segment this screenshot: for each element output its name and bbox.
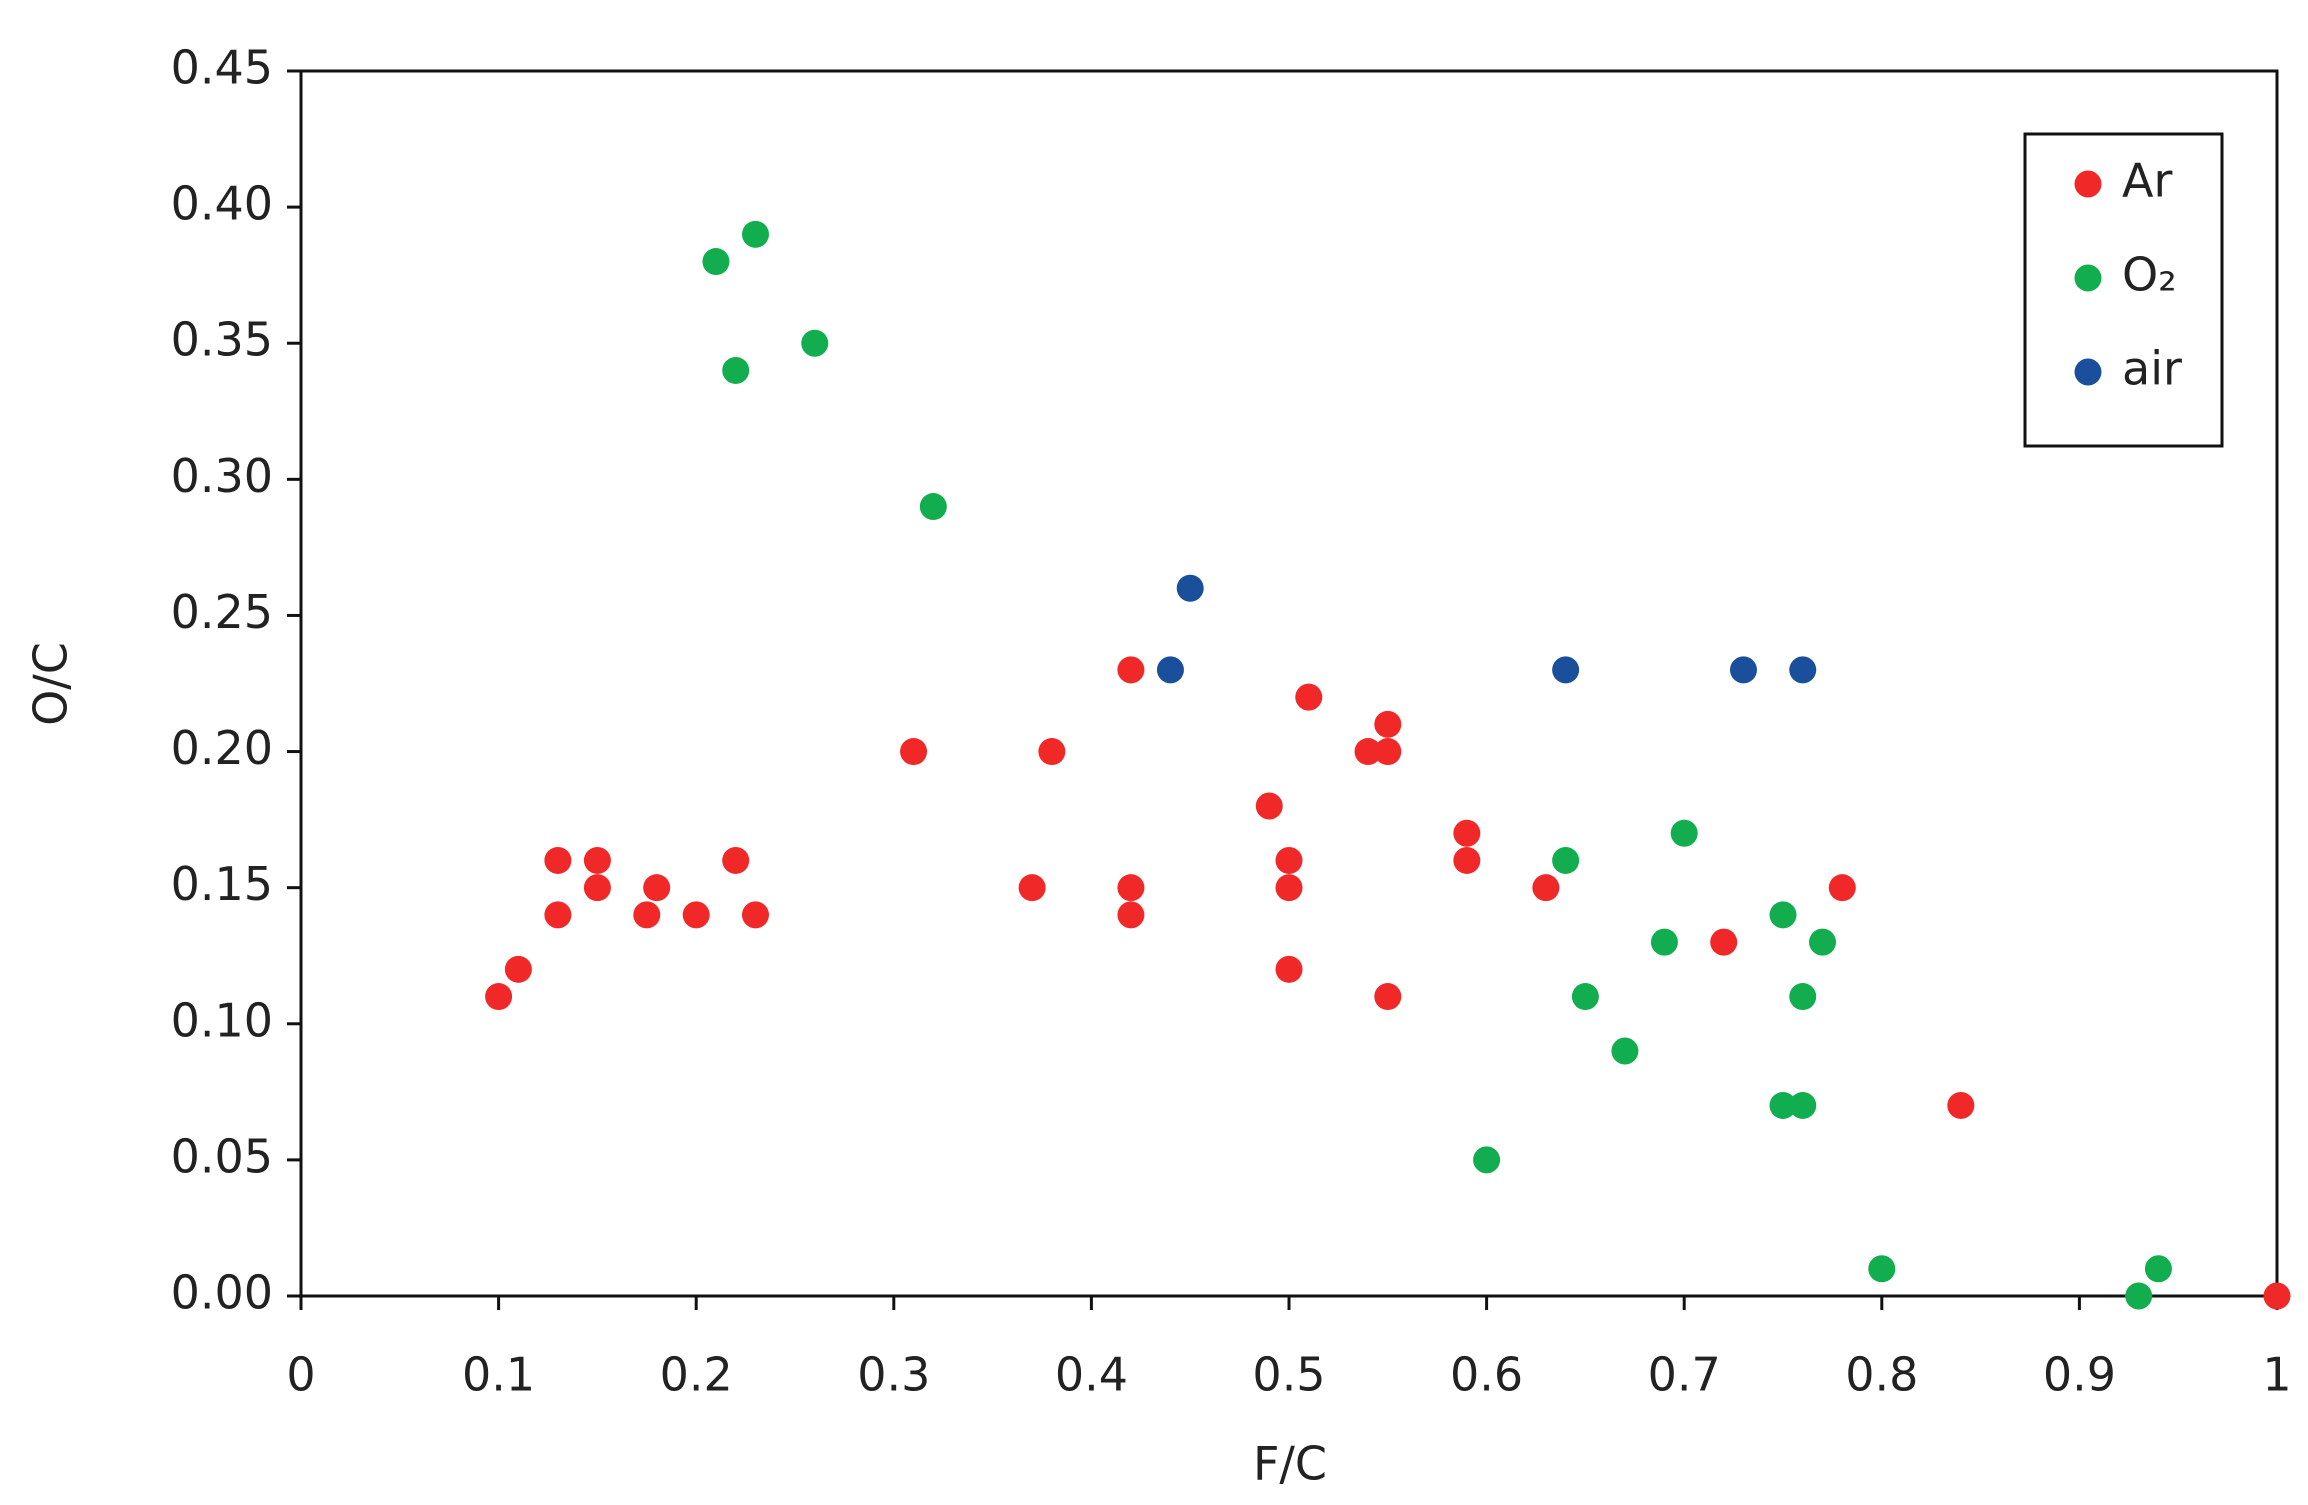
data-point [2263, 1282, 2291, 1310]
x-tick-label: 0.7 [1648, 1348, 1721, 1402]
data-point [741, 901, 769, 929]
legend-label: air [2122, 342, 2182, 396]
data-point [1117, 874, 1145, 902]
data-point [1156, 656, 1184, 684]
data-point [1176, 574, 1204, 602]
data-point [544, 846, 572, 874]
data-point [900, 738, 928, 766]
data-point [1552, 656, 1580, 684]
data-point [1532, 874, 1560, 902]
data-point [1789, 1091, 1817, 1119]
data-point [722, 356, 750, 384]
data-point [741, 220, 769, 248]
data-point [1670, 819, 1698, 847]
legend-box [2023, 132, 2224, 448]
y-tick-label: 0.40 [171, 177, 273, 231]
data-point [1789, 656, 1817, 684]
x-tick-label: 0.6 [1450, 1348, 1523, 1402]
data-point [1374, 983, 1402, 1011]
y-tick-label: 0.20 [171, 721, 273, 775]
data-point [1828, 874, 1856, 902]
data-point [2144, 1255, 2172, 1283]
data-point [1710, 928, 1738, 956]
data-point [1552, 846, 1580, 874]
data-point [1038, 738, 1066, 766]
data-point [1453, 846, 1481, 874]
y-tick-label: 0.35 [171, 313, 273, 367]
y-axis-title: O/C [24, 642, 78, 726]
data-point [1769, 901, 1797, 929]
x-axis-title: F/C [1253, 1437, 1327, 1491]
data-point [919, 493, 947, 521]
data-point [643, 874, 671, 902]
data-point [1473, 1146, 1501, 1174]
data-point [1453, 819, 1481, 847]
data-point [1374, 710, 1402, 738]
data-point [1650, 928, 1678, 956]
data-point [1295, 683, 1323, 711]
x-tick-label: 0.1 [462, 1348, 535, 1402]
x-tick-label: 1 [2262, 1348, 2291, 1402]
y-tick-label: 0.25 [171, 585, 273, 639]
legend-marker [2074, 170, 2102, 198]
y-tick-label: 0.30 [171, 449, 273, 503]
data-point [1275, 846, 1303, 874]
legend-label: O₂ [2122, 248, 2177, 302]
y-tick-label: 0.05 [171, 1129, 273, 1183]
data-point [1769, 1091, 1797, 1119]
data-point [1117, 656, 1145, 684]
legend-label: Ar [2122, 154, 2172, 208]
data-point [1789, 983, 1817, 1011]
data-point [583, 874, 611, 902]
y-tick-label: 0.10 [171, 993, 273, 1047]
data-point [702, 248, 730, 276]
x-tick-label: 0.5 [1252, 1348, 1325, 1402]
data-point [1947, 1091, 1975, 1119]
data-point [633, 901, 661, 929]
x-tick-label: 0.8 [1845, 1348, 1918, 1402]
y-tick-label: 0.15 [171, 857, 273, 911]
x-tick-label: 0.2 [660, 1348, 733, 1402]
x-tick-label: 0 [286, 1348, 315, 1402]
data-point [722, 846, 750, 874]
data-point [544, 901, 572, 929]
data-point [1374, 738, 1402, 766]
data-point [504, 955, 532, 983]
data-point [1611, 1037, 1639, 1065]
legend-marker [2074, 358, 2102, 386]
data-point [583, 846, 611, 874]
data-point [1809, 928, 1837, 956]
data-point [1018, 874, 1046, 902]
data-point [682, 901, 710, 929]
plot-frame [299, 69, 2279, 1298]
x-tick-label: 0.9 [2043, 1348, 2116, 1402]
data-point [1275, 874, 1303, 902]
data-point [1571, 983, 1599, 1011]
data-point [1868, 1255, 1896, 1283]
data-point [1275, 955, 1303, 983]
x-tick-label: 0.3 [857, 1348, 930, 1402]
data-point [1354, 738, 1382, 766]
data-point [1117, 901, 1145, 929]
data-point [801, 329, 829, 357]
x-tick-label: 0.4 [1055, 1348, 1128, 1402]
y-tick-label: 0.45 [171, 41, 273, 95]
data-point [485, 983, 513, 1011]
legend-marker [2074, 264, 2102, 292]
y-tick-label: 0.00 [171, 1266, 273, 1320]
data-point [1729, 656, 1757, 684]
data-point [1255, 792, 1283, 820]
data-point [2125, 1282, 2153, 1310]
